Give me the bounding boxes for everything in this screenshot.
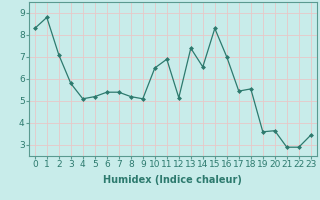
X-axis label: Humidex (Indice chaleur): Humidex (Indice chaleur) (103, 175, 242, 185)
